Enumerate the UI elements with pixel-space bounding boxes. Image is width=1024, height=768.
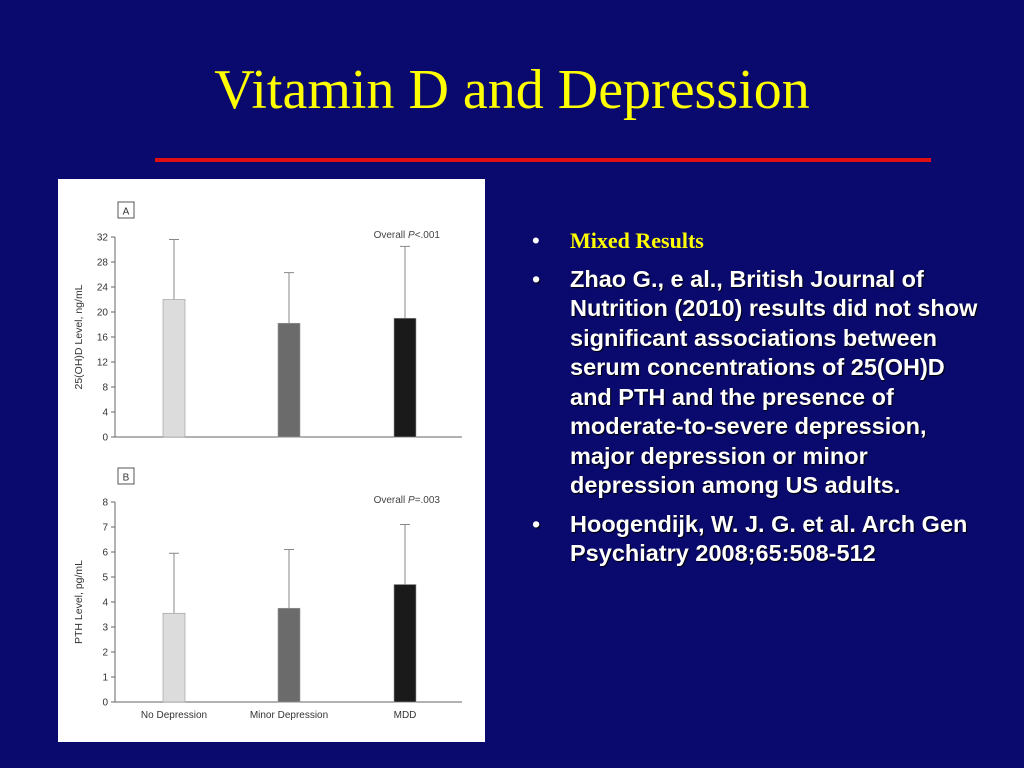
bullet-list: • Mixed Results • Zhao G., e al., British J… [528,226,988,578]
bar-2 [277,607,301,703]
figure-panel: A Overall P<.001 0 4 8 12 16 20 24 28 32 25(OH)D Le… [58,179,485,742]
bar-2 [277,322,301,438]
panel-label: A [123,207,130,218]
panel-label: B [123,473,130,484]
y-tick-label: 1 [102,673,108,684]
y-tick-label: 16 [97,333,109,344]
y-tick-label: 0 [102,698,108,709]
y-tick-label: 32 [97,233,109,244]
y-tick-label: 0 [102,433,108,444]
bar-1 [162,612,186,703]
category-label: MDD [394,710,417,721]
panel-label-box [117,201,135,219]
category-label: Minor Depression [250,710,328,721]
y-tick-label: 24 [97,283,109,294]
y-tick-label: 7 [102,523,108,534]
overall-p-annotation: Overall P=.003 [374,495,441,506]
y-tick-label: 6 [102,548,108,559]
bullet-icon: • [532,510,541,537]
y-tick-label: 2 [102,648,108,659]
bullet-text: Hoogendijk, W. J. G. et al. Arch Gen Psy… [570,510,968,567]
y-tick-label: 4 [102,408,108,419]
title-divider [155,158,931,162]
overall-p-annotation: Overall P<.001 [374,230,441,241]
y-axis-label: 25(OH)D Level, ng/mL [73,284,85,389]
y-tick-label: 12 [97,358,109,369]
bar-3 [393,317,417,438]
y-tick-label: 8 [102,498,108,509]
y-tick-label: 4 [102,598,108,609]
bar-3 [393,584,417,703]
bullet-item: • Hoogendijk, W. J. G. et al. Arch Gen Ps… [528,510,988,569]
bullet-item: • Zhao G., e al., British Journal of Nutr… [528,265,988,501]
bullet-text: Zhao G., e al., British Journal of Nutri… [570,265,978,499]
panel-label-box [117,467,135,485]
bullet-icon: • [532,265,541,292]
y-tick-label: 3 [102,623,108,634]
y-tick-label: 20 [97,308,109,319]
bullet-icon: • [532,228,540,253]
slide-title: Vitamin D and Depression [214,59,810,121]
y-tick-label: 28 [97,258,109,269]
bullet-text: Mixed Results [570,228,704,253]
y-tick-label: 5 [102,573,108,584]
category-label: No Depression [141,710,207,721]
bar-1 [162,299,186,438]
y-axis-label: PTH Level, pg/mL [73,560,85,644]
y-tick-label: 8 [102,383,108,394]
bullet-item: • Mixed Results [528,226,988,256]
